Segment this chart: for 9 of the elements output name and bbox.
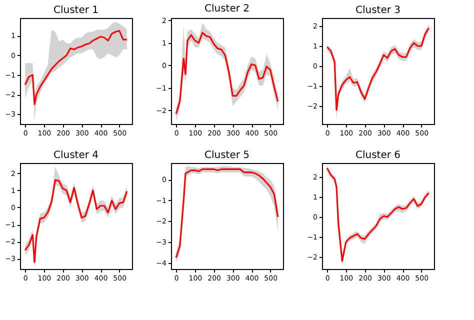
chart-title: Cluster 2 bbox=[204, 3, 250, 14]
chart-title: Cluster 5 bbox=[204, 150, 250, 161]
chart-title: Cluster 1 bbox=[53, 5, 99, 16]
chart-title: Cluster 4 bbox=[53, 150, 99, 161]
line-series bbox=[24, 30, 128, 106]
line-series bbox=[24, 179, 128, 263]
line-series bbox=[175, 32, 279, 115]
chart-title: Cluster 3 bbox=[355, 5, 401, 16]
chart-title: Cluster 6 bbox=[355, 150, 401, 161]
